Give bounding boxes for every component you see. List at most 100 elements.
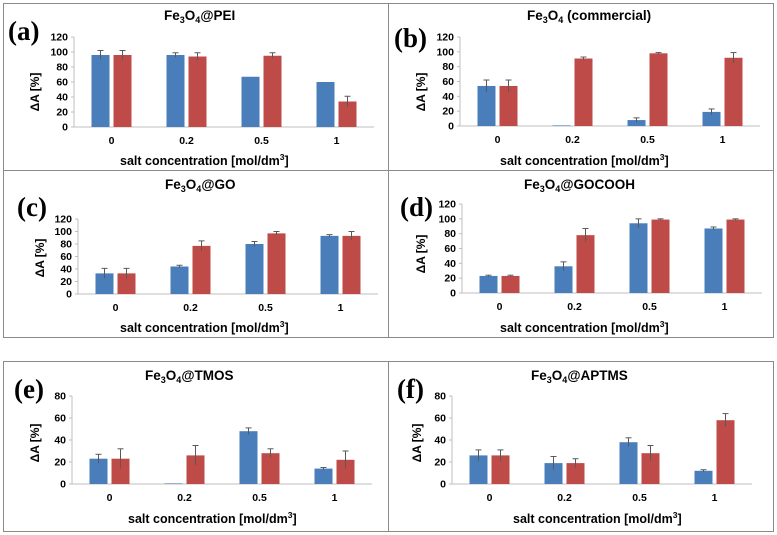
- bar: [241, 76, 260, 127]
- panel-e-title: Fe3O4@TMOS: [145, 368, 234, 385]
- y-tick-label: 20: [444, 273, 456, 285]
- y-tick-label: 20: [60, 276, 72, 288]
- panel-b-xlabel: salt concentration [mol/dm3]: [500, 152, 669, 168]
- y-tick-label: 60: [444, 243, 456, 255]
- x-tick-label: 1: [712, 492, 718, 504]
- panel-a-title: Fe3O4@PEI: [164, 8, 236, 25]
- panel-c-xlabel: salt concentration [mol/dm3]: [120, 319, 289, 335]
- y-tick-label: 20: [434, 457, 446, 469]
- bar: [651, 219, 670, 293]
- y-tick-label: 80: [54, 391, 66, 403]
- bar: [111, 458, 130, 484]
- bar: [702, 111, 721, 126]
- bar: [245, 244, 264, 294]
- panel-f-title: Fe3O4@APTMS: [531, 368, 628, 385]
- y-tick-label: 0: [62, 122, 68, 134]
- bar: [499, 85, 518, 126]
- bar: [239, 431, 258, 484]
- bar: [552, 125, 571, 126]
- panel-b-letter: (b): [394, 23, 427, 53]
- y-tick-label: 80: [442, 61, 454, 73]
- y-tick-label: 80: [60, 239, 72, 251]
- x-tick-label: 1: [334, 135, 340, 147]
- bar: [166, 55, 185, 127]
- x-tick-label: 0.2: [565, 134, 580, 146]
- bar: [629, 223, 648, 293]
- bar: [619, 442, 638, 484]
- x-tick-label: 0: [487, 492, 493, 504]
- x-tick-label: 0.2: [567, 301, 582, 313]
- bar: [164, 483, 183, 484]
- bar: [627, 120, 646, 126]
- x-tick-label: 0.5: [640, 134, 655, 146]
- panel-a-xlabel: salt concentration [mol/dm3]: [120, 152, 289, 168]
- bar: [501, 275, 520, 293]
- bar: [574, 58, 593, 127]
- x-tick-label: 0: [113, 302, 119, 314]
- y-tick-label: 40: [54, 435, 66, 447]
- y-tick-label: 100: [54, 226, 72, 238]
- y-tick-label: 0: [448, 121, 454, 133]
- bar: [188, 56, 207, 127]
- bar: [554, 266, 573, 293]
- x-tick-label: 0: [109, 135, 115, 147]
- y-tick-label: 60: [54, 413, 66, 425]
- y-tick-label: 40: [56, 92, 68, 104]
- panel-b-title: Fe3O4 (commercial): [527, 8, 652, 25]
- y-tick-label: 40: [434, 435, 446, 447]
- bar: [261, 453, 280, 484]
- y-tick-label: 80: [56, 62, 68, 74]
- y-tick-label: 0: [450, 288, 456, 300]
- y-tick-label: 60: [434, 413, 446, 425]
- y-tick-label: 20: [442, 106, 454, 118]
- y-tick-label: 60: [442, 76, 454, 88]
- x-tick-label: 1: [720, 134, 726, 146]
- bar: [649, 53, 668, 126]
- bar: [263, 55, 282, 127]
- bar: [316, 82, 335, 127]
- x-tick-label: 1: [722, 301, 728, 313]
- x-tick-label: 0.2: [179, 135, 194, 147]
- y-tick-label: 0: [66, 289, 72, 301]
- bar: [566, 463, 585, 484]
- bar: [694, 470, 713, 484]
- bar: [170, 266, 189, 294]
- x-tick-label: 0.5: [254, 135, 269, 147]
- bar: [314, 468, 333, 484]
- y-tick-label: 120: [438, 199, 456, 211]
- y-tick-label: 40: [444, 258, 456, 270]
- panel-f-letter: (f): [397, 374, 424, 404]
- y-tick-label: 0: [60, 479, 66, 491]
- panel-f-xlabel: salt concentration [mol/dm3]: [513, 510, 682, 526]
- y-tick-label: 60: [60, 251, 72, 263]
- y-tick-label: 40: [442, 91, 454, 103]
- bar: [724, 57, 743, 127]
- y-tick-label: 100: [436, 46, 454, 58]
- bar: [469, 455, 488, 484]
- x-tick-label: 1: [332, 492, 338, 504]
- y-tick-label: 40: [60, 264, 72, 276]
- x-tick-label: 1: [338, 302, 344, 314]
- y-tick-label: 100: [50, 47, 68, 59]
- bar: [338, 101, 357, 127]
- y-tick-label: 120: [436, 32, 454, 44]
- bar: [320, 235, 339, 294]
- bar: [117, 273, 136, 294]
- x-tick-label: 0.2: [557, 492, 572, 504]
- bar: [641, 453, 660, 484]
- x-tick-label: 0: [495, 134, 501, 146]
- bar: [267, 233, 286, 294]
- y-tick-label: 60: [56, 77, 68, 89]
- y-tick-label: 80: [444, 228, 456, 240]
- panel-a-letter: (a): [8, 16, 40, 46]
- bar: [336, 459, 355, 484]
- y-tick-label: 100: [438, 213, 456, 225]
- y-tick-label: 20: [56, 107, 68, 119]
- y-tick-label: 120: [54, 214, 72, 226]
- panel-d-letter: (d): [400, 192, 433, 222]
- panel-d-xlabel: salt concentration [mol/dm3]: [500, 319, 669, 335]
